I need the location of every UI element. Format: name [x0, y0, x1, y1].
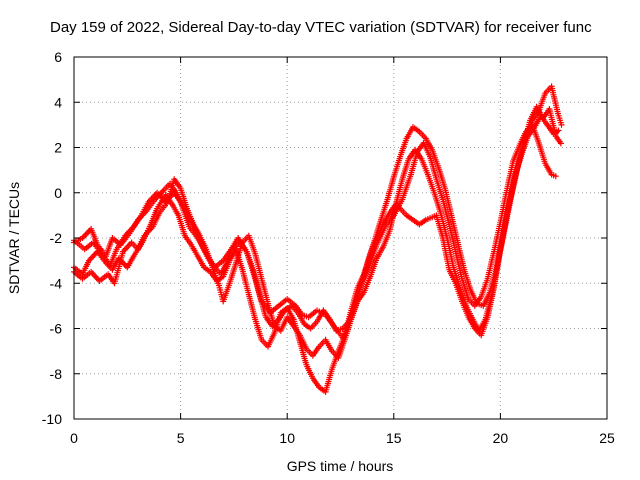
grid: [74, 57, 607, 419]
y-tick-label: -2: [50, 230, 63, 246]
x-axis-label: GPS time / hours: [287, 458, 394, 474]
y-tick-label: -8: [50, 366, 63, 382]
series-markers: [71, 121, 559, 341]
y-tick-label: -4: [50, 275, 63, 291]
x-tick-label: 20: [493, 430, 509, 446]
y-axis-label: SDTVAR / TECUs: [6, 182, 22, 294]
x-tick-label: 10: [279, 430, 295, 446]
y-tick-label: -10: [42, 411, 62, 427]
x-tick-label: 0: [70, 430, 78, 446]
plot-frame: [73, 56, 608, 420]
data-layer: [71, 83, 565, 395]
x-tick-label: 25: [599, 430, 615, 446]
series-track-d: [71, 121, 559, 341]
y-tick-label: 0: [54, 185, 62, 201]
x-tick-label: 5: [177, 430, 185, 446]
y-tick-label: -6: [50, 321, 63, 337]
y-tick-label: 2: [54, 140, 62, 156]
y-tick-label: 6: [54, 49, 62, 65]
ticks: 0 5 10 15 20 25 -10 -8 -6 -4 -2 0 2 4 6: [42, 49, 615, 446]
y-tick-label: 4: [54, 94, 62, 110]
chart-title: Day 159 of 2022, Sidereal Day-to-day VTE…: [50, 19, 592, 36]
x-tick-label: 15: [386, 430, 402, 446]
